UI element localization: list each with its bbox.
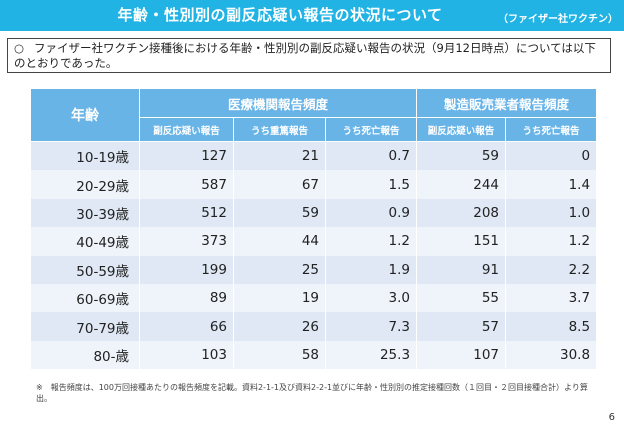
note-bullet: ○ [14,41,25,55]
value-cell: 1.9 [324,255,418,284]
value-cell: 127 [139,141,234,171]
value-cell: 59 [233,198,326,228]
value-cell: 0.7 [324,141,418,171]
age-cell: 50-59歳 [30,255,140,284]
value-cell: 1.2 [324,227,418,256]
value-cell: 21 [233,141,326,171]
value-cell: 151 [416,227,507,256]
value-cell: 25.3 [324,340,418,370]
value-cell: 3.0 [324,283,418,313]
value-cell: 19 [233,283,326,313]
table-row: 60-69歳 89 19 3.0 55 3.7 [30,283,598,313]
value-cell: 1.4 [505,170,598,199]
value-cell: 0 [505,141,598,171]
manufacturer-group-header: 製造販売業者報告頻度 [416,88,598,118]
value-cell: 25 [233,255,326,284]
value-cell: 7.3 [324,312,418,341]
age-cell: 70-79歳 [30,312,140,341]
value-cell: 89 [139,283,234,313]
value-cell: 91 [416,255,507,284]
value-cell: 67 [233,170,326,199]
value-cell: 30.8 [505,340,598,370]
value-cell: 2.2 [505,255,598,284]
value-cell: 1.0 [505,198,598,228]
value-cell: 0.9 [324,198,418,228]
age-cell: 80-歳 [30,340,140,370]
value-cell: 55 [416,283,507,313]
value-cell: 59 [416,141,507,171]
value-cell: 57 [416,312,507,341]
value-cell: 244 [416,170,507,199]
value-cell: 66 [139,312,234,341]
sub-header: うち死亡報告 [505,117,598,142]
sub-header: 副反応疑い報告 [139,117,234,142]
table-row: 50-59歳 199 25 1.9 91 2.2 [30,255,598,284]
page-number: 6 [608,412,615,423]
page-title: 年齢・性別別の副反応疑い報告の状況について [117,6,443,24]
table-row: 20-29歳 587 67 1.5 244 1.4 [30,170,598,199]
value-cell: 3.7 [505,283,598,313]
sub-header: うち死亡報告 [324,117,418,142]
title-banner: 年齢・性別別の副反応疑い報告の状況について （ファイザー社ワクチン） [0,0,624,31]
age-cell: 10-19歳 [30,141,140,171]
report-frequency-table: 年齢 医療機関報告頻度 製造販売業者報告頻度 副反応疑い報告 うち重篤報告 うち… [30,88,598,370]
age-cell: 30-39歳 [30,198,140,228]
value-cell: 208 [416,198,507,228]
age-cell: 20-29歳 [30,170,140,199]
table-row: 80-歳 103 58 25.3 107 30.8 [30,340,598,370]
value-cell: 199 [139,255,234,284]
sub-header: 副反応疑い報告 [416,117,507,142]
value-cell: 1.5 [324,170,418,199]
value-cell: 107 [416,340,507,370]
footnote-text: 報告頻度は、100万回接種あたりの報告頻度を記載。資料2-1-1及び資料2-2-… [36,383,588,403]
footnote-mark: ※ [36,383,43,392]
table-row: 40-49歳 373 44 1.2 151 1.2 [30,227,598,256]
table-row: 10-19歳 127 21 0.7 59 0 [30,141,598,171]
value-cell: 44 [233,227,326,256]
value-cell: 512 [139,198,234,228]
summary-note: ○ ファイザー社ワクチン接種後における年齢・性別別の副反応疑い報告の状況（9月12… [7,38,611,73]
age-column-header: 年齢 [30,88,140,142]
page-subtitle: （ファイザー社ワクチン） [498,14,618,25]
value-cell: 8.5 [505,312,598,341]
table-row: 30-39歳 512 59 0.9 208 1.0 [30,198,598,228]
value-cell: 103 [139,340,234,370]
value-cell: 26 [233,312,326,341]
note-text: ファイザー社ワクチン接種後における年齢・性別別の副反応疑い報告の状況（9月12日… [14,41,596,70]
value-cell: 1.2 [505,227,598,256]
age-cell: 60-69歳 [30,283,140,313]
age-cell: 40-49歳 [30,227,140,256]
value-cell: 587 [139,170,234,199]
table-row: 70-79歳 66 26 7.3 57 8.5 [30,312,598,341]
value-cell: 58 [233,340,326,370]
medical-group-header: 医療機関報告頻度 [138,88,418,118]
value-cell: 373 [139,227,234,256]
sub-header: うち重篤報告 [233,117,326,142]
footnote: ※ 報告頻度は、100万回接種あたりの報告頻度を記載。資料2-1-1及び資料2-2… [36,382,596,404]
